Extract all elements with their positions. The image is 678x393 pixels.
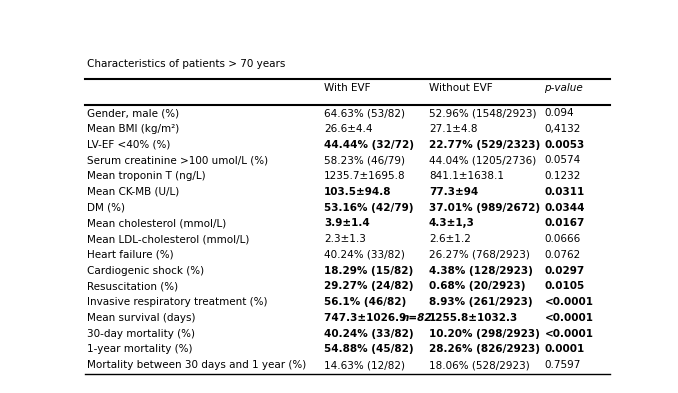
Text: Mean troponin T (ng/L): Mean troponin T (ng/L) — [87, 171, 206, 181]
Text: With EVF: With EVF — [324, 83, 370, 94]
Text: Mean BMI (kg/m²): Mean BMI (kg/m²) — [87, 124, 180, 134]
Text: Mean LDL-cholesterol (mmol/L): Mean LDL-cholesterol (mmol/L) — [87, 234, 250, 244]
Text: Mean cholesterol (mmol/L): Mean cholesterol (mmol/L) — [87, 219, 226, 228]
Text: 56.1% (46/82): 56.1% (46/82) — [324, 297, 406, 307]
Text: 29.27% (24/82): 29.27% (24/82) — [324, 281, 414, 291]
Text: LV-EF <40% (%): LV-EF <40% (%) — [87, 140, 171, 150]
Text: 37.01% (989/2672): 37.01% (989/2672) — [429, 203, 540, 213]
Text: 77.3±94: 77.3±94 — [429, 187, 478, 197]
Text: 0.0666: 0.0666 — [544, 234, 581, 244]
Text: 0.0167: 0.0167 — [544, 219, 585, 228]
Text: <0.0001: <0.0001 — [544, 329, 593, 339]
Text: Mortality between 30 days and 1 year (%): Mortality between 30 days and 1 year (%) — [87, 360, 306, 370]
Text: 18.06% (528/2923): 18.06% (528/2923) — [429, 360, 530, 370]
Text: 44.04% (1205/2736): 44.04% (1205/2736) — [429, 156, 536, 165]
Text: <0.0001: <0.0001 — [544, 297, 593, 307]
Text: 54.88% (45/82): 54.88% (45/82) — [324, 344, 414, 354]
Text: DM (%): DM (%) — [87, 203, 125, 213]
Text: 0.68% (20/2923): 0.68% (20/2923) — [429, 281, 525, 291]
Text: 0,4132: 0,4132 — [544, 124, 581, 134]
Text: 0.0311: 0.0311 — [544, 187, 584, 197]
Text: 8.93% (261/2923): 8.93% (261/2923) — [429, 297, 532, 307]
Text: 40.24% (33/82): 40.24% (33/82) — [324, 329, 414, 339]
Text: 0.0762: 0.0762 — [544, 250, 581, 260]
Text: 1-year mortality (%): 1-year mortality (%) — [87, 344, 193, 354]
Text: Gender, male (%): Gender, male (%) — [87, 108, 180, 118]
Text: 2.6±1.2: 2.6±1.2 — [429, 234, 471, 244]
Text: 103.5±94.8: 103.5±94.8 — [324, 187, 391, 197]
Text: 4.38% (128/2923): 4.38% (128/2923) — [429, 266, 533, 275]
Text: 28.26% (826/2923): 28.26% (826/2923) — [429, 344, 540, 354]
Text: 0.0053: 0.0053 — [544, 140, 584, 150]
Text: Without EVF: Without EVF — [429, 83, 492, 94]
Text: 30-day mortality (%): 30-day mortality (%) — [87, 329, 195, 339]
Text: 747.3±1026.9: 747.3±1026.9 — [324, 313, 410, 323]
Text: 0.7597: 0.7597 — [544, 360, 581, 370]
Text: Serum creatinine >100 umol/L (%): Serum creatinine >100 umol/L (%) — [87, 156, 268, 165]
Text: 841.1±1638.1: 841.1±1638.1 — [429, 171, 504, 181]
Text: Mean survival (days): Mean survival (days) — [87, 313, 196, 323]
Text: 44.44% (32/72): 44.44% (32/72) — [324, 140, 414, 150]
Text: 1235.7±1695.8: 1235.7±1695.8 — [324, 171, 405, 181]
Text: 2.3±1.3: 2.3±1.3 — [324, 234, 365, 244]
Text: n=82: n=82 — [401, 313, 432, 323]
Text: 52.96% (1548/2923): 52.96% (1548/2923) — [429, 108, 536, 118]
Text: 10.20% (298/2923): 10.20% (298/2923) — [429, 329, 540, 339]
Text: Characteristics of patients > 70 years: Characteristics of patients > 70 years — [87, 59, 285, 69]
Text: 4.3±1,3: 4.3±1,3 — [429, 219, 475, 228]
Text: Cardiogenic shock (%): Cardiogenic shock (%) — [87, 266, 205, 275]
Text: Mean CK-MB (U/L): Mean CK-MB (U/L) — [87, 187, 180, 197]
Text: 0.0344: 0.0344 — [544, 203, 585, 213]
Text: <0.0001: <0.0001 — [544, 313, 593, 323]
Text: 1255.8±1032.3: 1255.8±1032.3 — [429, 313, 518, 323]
Text: Invasive respiratory treatment (%): Invasive respiratory treatment (%) — [87, 297, 268, 307]
Text: 0.0105: 0.0105 — [544, 281, 584, 291]
Text: 53.16% (42/79): 53.16% (42/79) — [324, 203, 414, 213]
Text: 0.094: 0.094 — [544, 108, 574, 118]
Text: 40.24% (33/82): 40.24% (33/82) — [324, 250, 405, 260]
Text: 0.0297: 0.0297 — [544, 266, 584, 275]
Text: 22.77% (529/2323): 22.77% (529/2323) — [429, 140, 540, 150]
Text: 0.1232: 0.1232 — [544, 171, 581, 181]
Text: 14.63% (12/82): 14.63% (12/82) — [324, 360, 405, 370]
Text: 18.29% (15/82): 18.29% (15/82) — [324, 266, 413, 275]
Text: 26.6±4.4: 26.6±4.4 — [324, 124, 372, 134]
Text: 0.0001: 0.0001 — [544, 344, 584, 354]
Text: Resuscitation (%): Resuscitation (%) — [87, 281, 178, 291]
Text: Heart failure (%): Heart failure (%) — [87, 250, 174, 260]
Text: 3.9±1.4: 3.9±1.4 — [324, 219, 370, 228]
Text: 27.1±4.8: 27.1±4.8 — [429, 124, 477, 134]
Text: 58.23% (46/79): 58.23% (46/79) — [324, 156, 405, 165]
Text: 0.0574: 0.0574 — [544, 156, 581, 165]
Text: 26.27% (768/2923): 26.27% (768/2923) — [429, 250, 530, 260]
Text: p-value: p-value — [544, 83, 583, 94]
Text: 64.63% (53/82): 64.63% (53/82) — [324, 108, 405, 118]
